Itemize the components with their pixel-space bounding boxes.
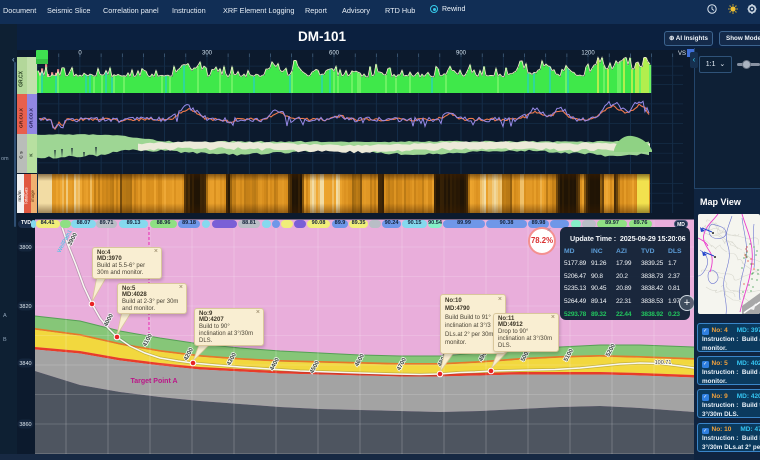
svg-text:3840: 3840 [19, 361, 31, 367]
svg-text:600: 600 [329, 51, 340, 57]
svg-text:VS: VS [678, 51, 686, 57]
svg-text:100.71: 100.71 [655, 360, 672, 366]
svg-text:Target Point A: Target Point A [130, 378, 177, 385]
svg-text:image: image [30, 190, 35, 202]
svg-text:mx/m: mx/m [17, 190, 22, 201]
svg-text:300: 300 [202, 51, 213, 57]
svg-text:3860: 3860 [19, 422, 31, 428]
svg-text:C s: C s [19, 151, 25, 159]
svg-text:3820: 3820 [19, 304, 31, 310]
svg-text:900: 900 [456, 51, 467, 57]
svg-text:1200: 1200 [581, 51, 595, 57]
svg-text:TotalGas: TotalGas [24, 188, 29, 205]
svg-text:3800: 3800 [19, 245, 31, 251]
svg-text:GR.CU.X: GR.CU.X [19, 107, 25, 128]
svg-text:K: K [29, 153, 35, 157]
svg-text:GR.CD.X: GR.CD.X [29, 107, 35, 128]
svg-text:GR.CX: GR.CX [19, 70, 25, 87]
svg-text:0: 0 [78, 51, 82, 57]
